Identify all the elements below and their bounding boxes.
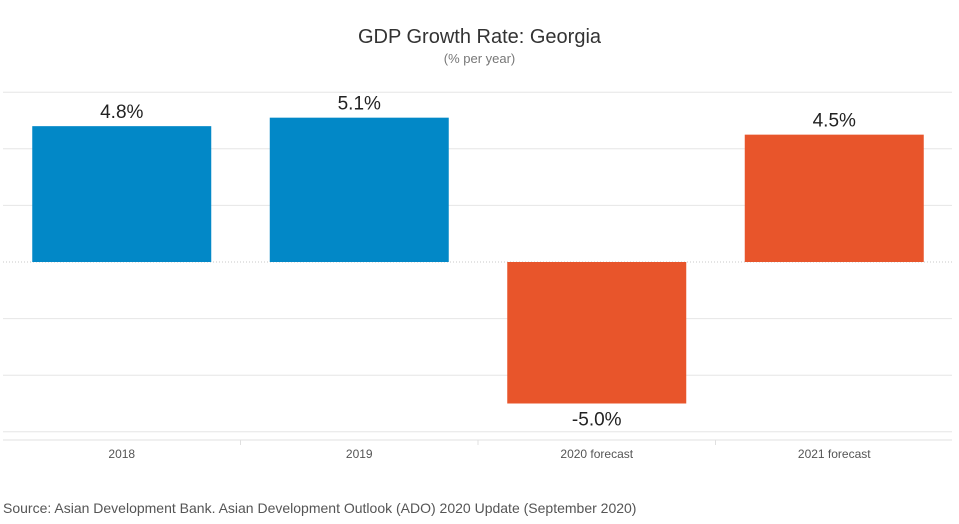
x-tick-label: 2020 forecast — [560, 447, 633, 461]
data-labels: 4.8% 5.1% -5.0% 4.5% — [100, 94, 856, 431]
source-note: Source: Asian Development Bank. Asian De… — [3, 500, 637, 516]
chart-subtitle: (% per year) — [443, 51, 516, 66]
x-tick-label: 2018 — [108, 447, 135, 461]
x-tick-label: 2021 forecast — [798, 447, 871, 461]
bar-2021-forecast[interactable] — [744, 134, 924, 262]
x-axis: 2018 2019 2020 forecast 2021 forecast — [3, 439, 952, 461]
bar-2020-forecast[interactable] — [507, 262, 687, 404]
bars — [32, 117, 924, 404]
bar-2018[interactable] — [32, 126, 212, 262]
data-label: 5.1% — [338, 94, 381, 115]
data-label: 4.5% — [813, 111, 856, 132]
x-tick-label: 2019 — [346, 447, 373, 461]
data-label: -5.0% — [572, 410, 622, 431]
data-label: 4.8% — [100, 102, 143, 123]
chart-title: GDP Growth Rate: Georgia — [357, 26, 602, 48]
bar-chart: 4.8% 5.1%-5.0%4.5% 2018 2019 2020 forecast 2… — [3, 91, 952, 461]
bar-2019[interactable] — [269, 117, 449, 262]
